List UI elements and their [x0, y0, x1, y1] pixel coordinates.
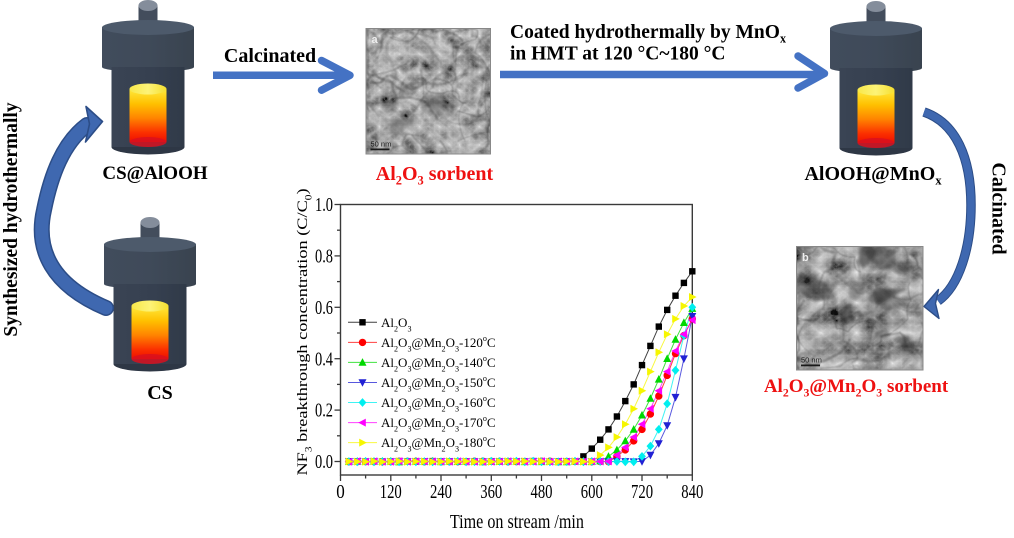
svg-text:50 nm: 50 nm: [801, 356, 822, 365]
svg-text:in HMT at 120 °C~180 °C: in HMT at 120 °C~180 °C: [510, 44, 726, 65]
svg-text:0.0: 0.0: [315, 451, 333, 473]
svg-text:600: 600: [581, 481, 603, 503]
svg-text:Synthesized hydrothermally: Synthesized hydrothermally: [1, 102, 22, 336]
svg-text:Calcinated: Calcinated: [224, 45, 316, 67]
svg-text:AlOOH@MnOx​: AlOOH@MnOx​: [804, 163, 942, 188]
svg-text:Al2​O3​: Al2​O3​: [381, 315, 411, 334]
svg-text:Al2​O3​@Mn2​O3​ sorbent: Al2​O3​@Mn2​O3​ sorbent: [764, 376, 949, 400]
svg-text:a: a: [372, 34, 379, 46]
svg-text:0.8: 0.8: [315, 246, 333, 268]
svg-text:Coated hydrothermally by MnOx​: Coated hydrothermally by MnOx​: [510, 22, 786, 46]
svg-text:50 nm: 50 nm: [371, 140, 392, 149]
svg-text:Al2​O3​@Mn2​O3​-120o​C: Al2​O3​@Mn2​O3​-120o​C: [381, 334, 496, 354]
svg-text:b: b: [802, 252, 809, 264]
svg-text:720: 720: [631, 481, 653, 503]
svg-text:Calcinated: Calcinated: [988, 162, 1010, 254]
svg-text:Al2​O3​@Mn2​O3​-180o​C: Al2​O3​@Mn2​O3​-180o​C: [381, 434, 496, 454]
svg-text:840: 840: [681, 481, 703, 503]
svg-text:Al2​O3​@Mn2​O3​-170o​C: Al2​O3​@Mn2​O3​-170o​C: [381, 414, 496, 434]
svg-text:360: 360: [480, 481, 502, 503]
svg-text:480: 480: [531, 481, 553, 503]
svg-text:240: 240: [430, 481, 452, 503]
svg-text:0.6: 0.6: [315, 297, 333, 319]
svg-text:0: 0: [336, 481, 345, 503]
svg-text:0.2: 0.2: [315, 400, 333, 422]
svg-text:NF3​ breakthrough concentratio: NF3​ breakthrough concentration (C/C0​): [294, 188, 315, 475]
svg-text:Al2​O3​@Mn2​O3​-150o​C: Al2​O3​@Mn2​O3​-150o​C: [381, 374, 496, 394]
svg-text:120: 120: [380, 481, 402, 503]
svg-text:1.0: 1.0: [315, 194, 333, 216]
svg-text:Time on stream /min: Time on stream /min: [450, 511, 584, 533]
svg-text:CS: CS: [147, 382, 173, 404]
svg-text:Al2​O3​ sorbent: Al2​O3​ sorbent: [376, 163, 494, 188]
svg-text:CS@AlOOH: CS@AlOOH: [102, 163, 208, 184]
svg-text:Al2​O3​@Mn2​O3​-160o​C: Al2​O3​@Mn2​O3​-160o​C: [381, 394, 496, 414]
svg-text:Al2​O3​@Mn2​O3​-140o​C: Al2​O3​@Mn2​O3​-140o​C: [381, 354, 496, 374]
svg-text:0.4: 0.4: [315, 348, 333, 370]
